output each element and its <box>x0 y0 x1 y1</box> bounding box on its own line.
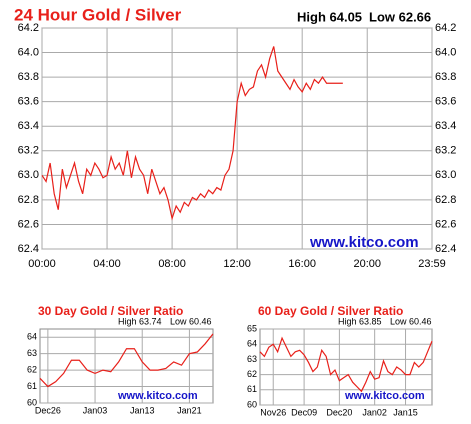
y-tick-label: 64.0 <box>435 46 456 58</box>
y-tick-label: 64 <box>247 339 257 349</box>
watermark: www.kitco.com <box>117 390 198 402</box>
y-tick-label: 62.6 <box>18 218 39 230</box>
y-tick-label: 63.4 <box>18 120 39 132</box>
high-label: High 63.74 <box>118 316 162 326</box>
y-tick-label: 62.4 <box>18 243 39 255</box>
y-tick-label: 63.0 <box>435 169 456 181</box>
x-tick-label: Jan03 <box>83 405 108 415</box>
x-tick-label: Dec09 <box>291 407 317 417</box>
x-tick-label: 08:00 <box>158 258 186 270</box>
y-tick-label: 65 <box>247 323 257 333</box>
y-tick-label: 64.0 <box>18 46 39 58</box>
chart-title: 60 Day Gold / Silver Ratio <box>258 304 403 318</box>
x-tick-label: 00:00 <box>28 258 56 270</box>
watermark: www.kitco.com <box>309 234 419 251</box>
low-label: Low 60.46 <box>170 316 212 326</box>
high-label: High 63.85 <box>338 316 382 326</box>
y-tick-label: 62 <box>247 369 257 379</box>
low-label: Low 60.46 <box>390 316 432 326</box>
low-label: Low 62.66 <box>369 9 431 24</box>
y-tick-label: 64.2 <box>18 22 39 34</box>
y-tick-label: 64 <box>27 332 37 342</box>
y-tick-label: 63.2 <box>18 145 39 157</box>
y-tick-label: 62.6 <box>435 218 456 230</box>
y-tick-label: 60 <box>27 397 37 407</box>
x-tick-label: Jan02 <box>362 407 387 417</box>
chart-title: 30 Day Gold / Silver Ratio <box>38 304 183 318</box>
y-tick-label: 61 <box>27 381 37 391</box>
plot-area <box>39 328 214 404</box>
x-tick-label: Jan21 <box>177 405 202 415</box>
y-tick-label: 64.2 <box>435 22 456 34</box>
y-tick-label: 63.8 <box>435 71 456 83</box>
high-label: High 64.05 <box>297 9 362 24</box>
x-tick-label: 04:00 <box>93 258 121 270</box>
y-tick-label: 63.8 <box>18 71 39 83</box>
x-tick-label: Nov26 <box>260 407 286 417</box>
y-tick-label: 60 <box>247 399 257 409</box>
data-line <box>41 46 343 221</box>
y-tick-label: 62.8 <box>18 194 39 206</box>
y-tick-label: 63.6 <box>435 96 456 108</box>
y-tick-label: 63.2 <box>435 145 456 157</box>
y-tick-label: 63 <box>247 354 257 364</box>
y-tick-label: 62.8 <box>435 194 456 206</box>
x-tick-label: Dec26 <box>35 405 61 415</box>
data-line <box>39 333 214 388</box>
y-tick-label: 62.4 <box>435 243 456 255</box>
x-tick-label: 20:00 <box>353 258 381 270</box>
y-tick-label: 62 <box>27 364 37 374</box>
data-line <box>259 336 433 393</box>
y-tick-label: 63.0 <box>18 169 39 181</box>
x-tick-label: Jan13 <box>130 405 155 415</box>
x-tick-label: 23:59 <box>418 258 446 270</box>
chart-title: 24 Hour Gold / Silver <box>14 5 182 24</box>
watermark: www.kitco.com <box>344 390 425 402</box>
x-tick-label: 16:00 <box>288 258 316 270</box>
y-tick-label: 63.6 <box>18 96 39 108</box>
x-tick-label: Jan15 <box>393 407 418 417</box>
y-tick-label: 61 <box>247 384 257 394</box>
x-tick-label: 12:00 <box>223 258 251 270</box>
plot-area <box>259 328 433 406</box>
y-tick-label: 63 <box>27 348 37 358</box>
y-tick-label: 63.4 <box>435 120 456 132</box>
x-tick-label: Dec20 <box>326 407 352 417</box>
